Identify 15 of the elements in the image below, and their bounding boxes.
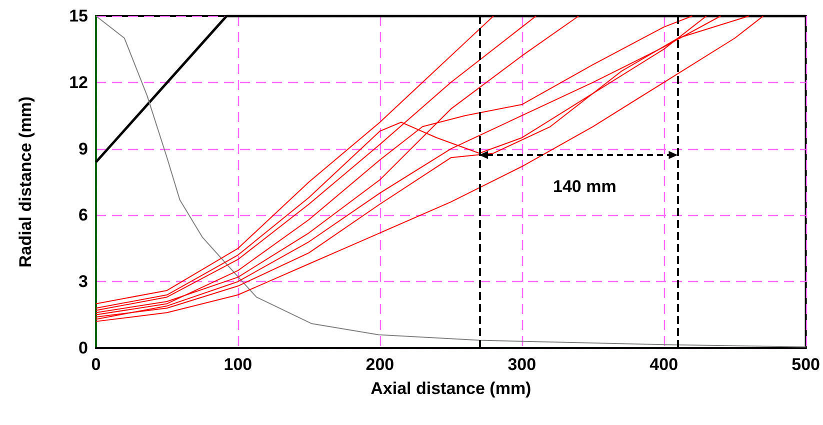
x-tick-label: 0 — [91, 355, 101, 374]
y-tick-label: 15 — [69, 6, 88, 26]
y-tick-label: 0 — [78, 338, 88, 358]
y-tick-label: 3 — [78, 272, 88, 292]
y-tick-label: 9 — [78, 139, 88, 158]
x-tick-label: 100 — [224, 355, 252, 374]
y-tick-label: 12 — [69, 72, 88, 92]
x-tick-label: 500 — [792, 355, 820, 374]
x-tick-label: 300 — [508, 355, 536, 374]
x-tick-label: 400 — [650, 355, 678, 374]
x-axis-title: Axial distance (mm) — [370, 379, 532, 398]
y-tick-label: 6 — [78, 206, 88, 225]
y-axis-title: Radial distance (mm) — [16, 96, 35, 268]
annotation: 140 mm — [553, 177, 616, 196]
x-tick-label: 200 — [366, 355, 394, 374]
